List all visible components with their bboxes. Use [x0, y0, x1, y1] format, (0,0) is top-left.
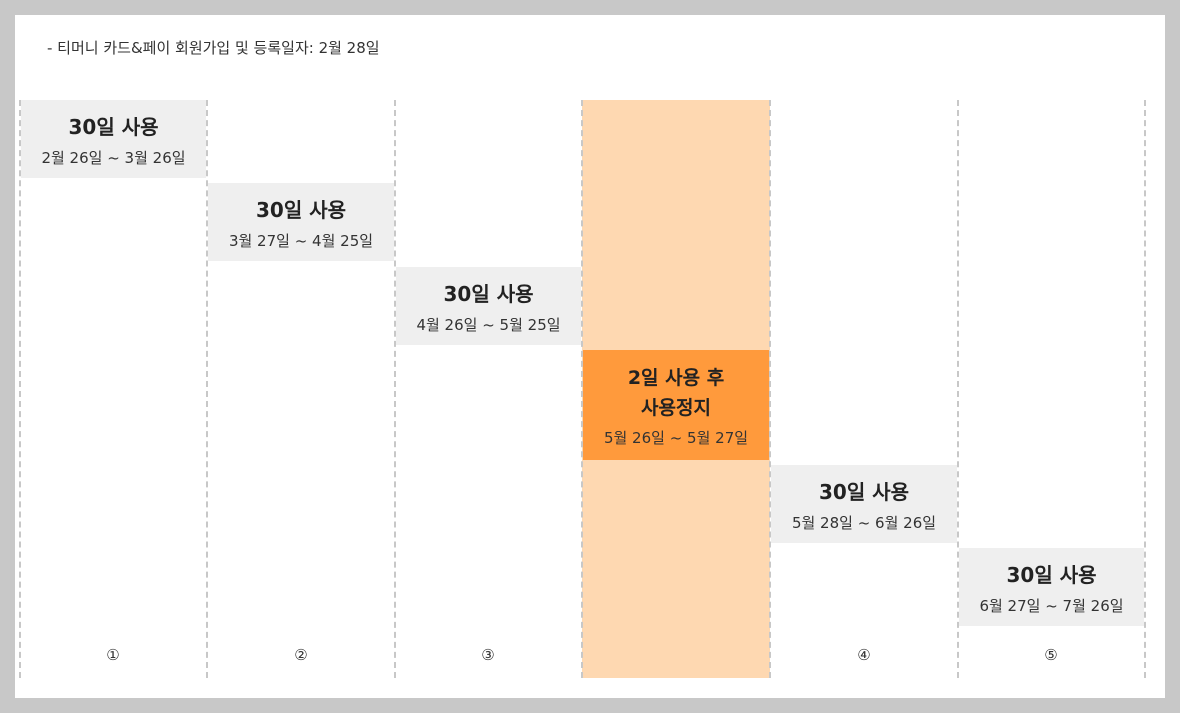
usage-period-title: 30일 사용: [819, 479, 909, 504]
column-divider: [394, 100, 396, 678]
usage-period-range: 5월 28일 ~ 6월 26일: [791, 513, 937, 532]
column-divider: [206, 100, 208, 678]
column-number-5: ⑤: [1044, 646, 1058, 664]
usage-period-title: 30일 사용: [1006, 562, 1097, 587]
suspension-title-line1: 2일 사용 후: [627, 366, 725, 389]
usage-period-4: 30일 사용 5월 28일 ~ 6월 26일: [771, 465, 957, 543]
column-number-4: ④: [857, 646, 871, 664]
column-number-3: ③: [481, 646, 495, 664]
usage-period-1: 30일 사용 2월 26일 ~ 3월 26일: [21, 100, 206, 178]
usage-period-range: 4월 26일 ~ 5월 25일: [416, 315, 561, 334]
column-number-2: ②: [294, 646, 308, 664]
suspension-title-line2: 사용정지: [641, 396, 711, 419]
usage-period-3: 30일 사용 4월 26일 ~ 5월 25일: [396, 267, 581, 345]
column-number-1: ①: [106, 646, 120, 664]
suspension-range: 5월 26일 ~ 5월 27일: [603, 428, 749, 447]
column-divider: [581, 100, 583, 678]
usage-period-title: 30일 사용: [256, 197, 346, 222]
usage-period-range: 3월 27일 ~ 4월 25일: [228, 231, 374, 250]
usage-period-range: 6월 27일 ~ 7월 26일: [979, 596, 1124, 615]
usage-period-2: 30일 사용 3월 27일 ~ 4월 25일: [208, 183, 394, 261]
usage-period-title: 30일 사용: [443, 281, 534, 306]
usage-period-range: 2월 26일 ~ 3월 26일: [41, 148, 186, 167]
usage-period-title: 30일 사용: [68, 114, 159, 139]
column-divider: [957, 100, 959, 678]
column-divider: [769, 100, 771, 678]
registration-date-note: - 티머니 카드&페이 회원가입 및 등록일자: 2월 28일: [47, 39, 380, 57]
usage-period-5: 30일 사용 6월 27일 ~ 7월 26일: [959, 548, 1144, 626]
column-divider: [1144, 100, 1146, 678]
suspension-period: 2일 사용 후 사용정지 5월 26일 ~ 5월 27일: [583, 350, 769, 460]
column-divider: [19, 100, 21, 678]
